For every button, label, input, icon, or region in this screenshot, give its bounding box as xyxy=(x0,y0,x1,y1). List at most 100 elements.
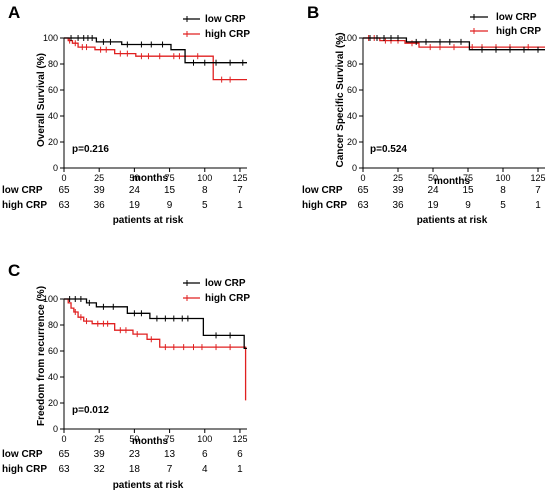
panel-a-risk-value-high: 19 xyxy=(129,200,141,211)
panel-b-risk-label-high: high CRP xyxy=(302,200,347,211)
panel-c-y-tick-label: 60 xyxy=(48,346,58,356)
panel-c-legend: low CRP high CRP xyxy=(183,278,250,304)
panel-b-x-tick-label: 50 xyxy=(428,173,438,183)
panel-c-y-tick-label: 100 xyxy=(43,294,58,304)
panel-b-risk-value-high: 1 xyxy=(535,200,541,211)
panel-a-risk-value-high: 1 xyxy=(237,200,243,211)
panel-a-risk-value-high: 36 xyxy=(94,200,106,211)
panel-c-x-tick-label: 50 xyxy=(129,434,139,444)
panel-c-risk-value-low: 6 xyxy=(202,449,208,460)
panel-a-x-axis-title: months xyxy=(132,173,169,184)
panel-a-y-tick-label: 60 xyxy=(48,85,58,95)
panel-a-x-tick-label: 25 xyxy=(94,173,104,183)
panel-a-y-axis-title: Overall Survival (%) xyxy=(36,53,47,147)
panel-a-y-tick-label: 0 xyxy=(53,163,58,173)
panel-a-p-value: p=0.216 xyxy=(72,144,109,155)
panel-c-y-tick-label: 80 xyxy=(48,320,58,330)
panel-c-curve-low-crp xyxy=(64,298,247,350)
panel-a-risk-label-high: high CRP xyxy=(2,200,47,211)
panel-a-y-tick-label: 40 xyxy=(48,111,58,121)
panel-b-legend: low CRP high CRP xyxy=(470,12,541,37)
panel-c: C Freedom from recurrence (%) months p=0… xyxy=(2,261,250,491)
panel-c-y-tick-label: 40 xyxy=(48,372,58,382)
panel-a-risk-value-low: 24 xyxy=(129,185,141,196)
panel-c-legend-low-label: low CRP xyxy=(205,278,246,289)
panel-b-risk-value-high: 36 xyxy=(392,200,404,211)
panel-a-risk-value-low: 15 xyxy=(164,185,176,196)
panel-b: B Cancer Specific Survival (%) months p=… xyxy=(302,3,546,226)
panel-b-risk-value-low: 65 xyxy=(357,185,369,196)
panel-b-risk-value-high: 5 xyxy=(500,200,506,211)
panel-a-risk-value-high: 9 xyxy=(167,200,173,211)
panel-b-p-value: p=0.524 xyxy=(370,144,407,155)
panel-b-risk-title: patients at risk xyxy=(417,215,488,226)
panel-b-x-tick-label: 0 xyxy=(360,173,365,183)
panel-b-risk-value-high: 9 xyxy=(465,200,471,211)
panel-a-curve-low-crp xyxy=(64,37,247,64)
panel-a-risk-value-low: 65 xyxy=(58,185,70,196)
panel-c-risk-label-high: high CRP xyxy=(2,464,47,475)
panel-c-risk-value-low: 65 xyxy=(58,449,70,460)
panel-a-y-tick-label: 100 xyxy=(43,33,58,43)
panel-b-x-tick-label: 25 xyxy=(393,173,403,183)
panel-c-x-tick-label: 125 xyxy=(232,434,247,444)
panel-c-y-axis-title: Freedom from recurrence (%) xyxy=(36,286,47,426)
panel-b-legend-high-label: high CRP xyxy=(496,26,541,37)
panel-a-y-tick-label: 20 xyxy=(48,137,58,147)
panel-c-y-tick-label: 0 xyxy=(53,424,58,434)
panel-b-legend-low-label: low CRP xyxy=(496,12,537,23)
panel-b-risk-value-high: 63 xyxy=(357,200,369,211)
panel-c-risk-value-low: 13 xyxy=(164,449,176,460)
panel-c-x-tick-label: 100 xyxy=(197,434,212,444)
panel-b-risk-value-high: 19 xyxy=(427,200,439,211)
panel-c-risk-value-high: 1 xyxy=(237,464,243,475)
panel-c-x-tick-label: 25 xyxy=(94,434,104,444)
panel-a-risk-title: patients at risk xyxy=(113,215,184,226)
panel-a-legend: low CRP high CRP xyxy=(183,14,250,40)
panel-a-risk-value-low: 7 xyxy=(237,185,243,196)
panel-b-letter: B xyxy=(307,3,319,22)
panel-c-risk-value-low: 39 xyxy=(94,449,106,460)
panel-a-risk-value-high: 5 xyxy=(202,200,208,211)
panel-c-risk-value-high: 4 xyxy=(202,464,208,475)
panel-b-x-tick-label: 100 xyxy=(495,173,510,183)
panel-b-risk-value-low: 15 xyxy=(462,185,474,196)
panel-a-x-tick-label: 75 xyxy=(165,173,175,183)
panel-c-x-tick-label: 0 xyxy=(61,434,66,444)
panel-b-y-axis-title: Cancer Specific Survival (%) xyxy=(335,32,346,167)
panel-b-y-tick-label: 40 xyxy=(347,111,357,121)
panel-c-curve-high-crp xyxy=(64,298,247,401)
panel-c-risk-title: patients at risk xyxy=(113,480,184,491)
panel-a-letter: A xyxy=(8,3,20,22)
panel-b-curve-low-crp xyxy=(363,37,545,51)
panel-a-risk-label-low: low CRP xyxy=(2,185,43,196)
panel-b-x-axis-title: months xyxy=(434,176,471,187)
panel-c-risk-value-low: 23 xyxy=(129,449,141,460)
panel-b-risk-value-low: 8 xyxy=(500,185,506,196)
panel-c-risk-value-low: 6 xyxy=(237,449,243,460)
panel-a-y-tick-label: 80 xyxy=(48,59,58,69)
panel-c-letter: C xyxy=(8,261,20,280)
panel-a-curve-high-crp xyxy=(64,37,247,81)
panel-b-x-tick-label: 75 xyxy=(463,173,473,183)
panel-a-x-tick-label: 0 xyxy=(61,173,66,183)
panel-c-x-tick-label: 75 xyxy=(165,434,175,444)
panel-a-risk-value-low: 8 xyxy=(202,185,208,196)
panel-c-x-axis-title: months xyxy=(132,436,169,447)
panel-b-x-tick-label: 125 xyxy=(530,173,545,183)
panel-c-p-value: p=0.012 xyxy=(72,405,109,416)
panel-a-risk-value-high: 63 xyxy=(58,200,70,211)
panel-b-risk-value-low: 7 xyxy=(535,185,541,196)
panel-a-legend-low-label: low CRP xyxy=(205,14,246,25)
panel-a-legend-high-label: high CRP xyxy=(205,29,250,40)
panel-a-x-tick-label: 125 xyxy=(232,173,247,183)
panel-a-risk-value-low: 39 xyxy=(94,185,106,196)
panel-b-risk-value-low: 24 xyxy=(427,185,439,196)
panel-c-risk-value-high: 63 xyxy=(58,464,70,475)
panel-b-y-tick-label: 60 xyxy=(347,85,357,95)
panel-b-y-tick-label: 80 xyxy=(347,59,357,69)
panel-c-risk-value-high: 32 xyxy=(94,464,106,475)
panel-c-risk-value-high: 7 xyxy=(167,464,173,475)
panel-a: A Overall Survival (%) months p=0.216 lo… xyxy=(2,3,250,226)
